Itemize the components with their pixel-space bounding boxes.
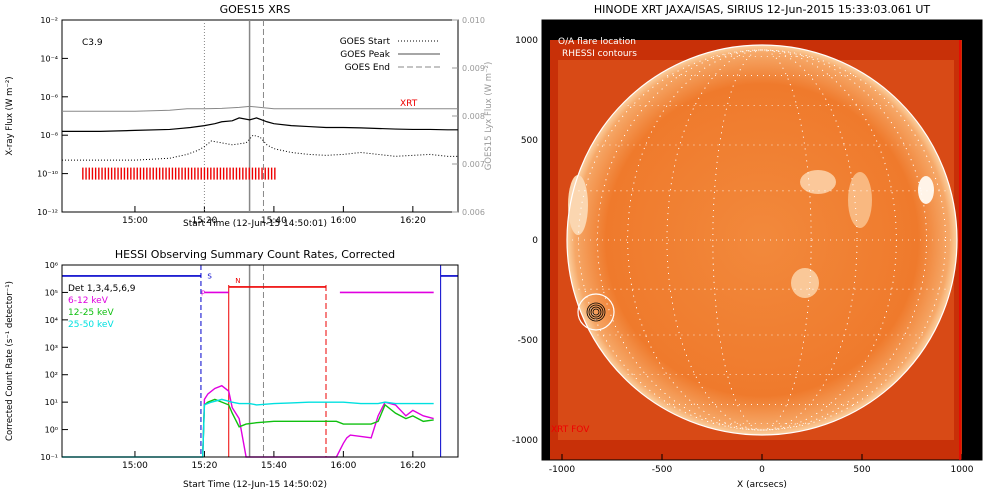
hessi-legend-entry: 6-12 keV xyxy=(68,296,109,306)
goes-xrt-label: XRT xyxy=(400,99,418,109)
goes-xlabel: Start Time (12-Jun-15 14:50:01) xyxy=(183,219,327,229)
goes-y-tick-label: 10⁻⁴ xyxy=(40,54,58,63)
rhessi-contour xyxy=(592,308,600,316)
legend-rhessi-contours: RHESSI contours xyxy=(562,49,637,59)
goes-y2-tick-label: 0.009 xyxy=(462,64,485,73)
goes-y2-tick-label: 0.007 xyxy=(462,160,485,169)
goes-ylabel: X-ray Flux (W m⁻²) xyxy=(5,76,15,155)
active-region-4 xyxy=(791,268,819,298)
xrt-x-tick-label: -1000 xyxy=(549,465,575,475)
hessi-x-tick-label: 16:20 xyxy=(400,461,426,471)
active-region-3 xyxy=(918,176,934,204)
goes-legend: GOES Start GOES Peak GOES End xyxy=(340,37,440,73)
flare-location-circle xyxy=(577,293,615,331)
xrt-fov-label: XRT FOV xyxy=(551,425,590,435)
hessi-y-tick-label: 10² xyxy=(45,371,58,380)
xrt-x-tick-label: -500 xyxy=(652,465,673,475)
goes-y2-tick-label: 0.008 xyxy=(462,112,485,121)
hessi-y-tick-label: 10¹ xyxy=(45,398,58,407)
hessi-legend-entry: 25-50 keV xyxy=(68,320,114,330)
legend-goes-peak: GOES Peak xyxy=(340,50,390,60)
hessi-legend-entry: 12-25 keV xyxy=(68,308,114,318)
goes-content: 15:00 15:20 15:40 16:00 16:20 10⁻² 10⁻⁴ 10⁻⁶ 10⁻… xyxy=(37,16,485,226)
goes-y2-tick-label: 0.010 xyxy=(462,16,485,25)
flare-location-marker xyxy=(577,293,615,331)
heliographic-grid xyxy=(572,49,952,431)
xrt-xlabel: X (arcsecs) xyxy=(737,480,787,490)
rhessi-contour xyxy=(586,302,606,322)
hessi-y-tick-label: 10⁵ xyxy=(45,288,58,297)
hessi-panel: HESSI Observing Summary Count Rates, Cor… xyxy=(5,248,459,490)
grid-longitude xyxy=(627,49,897,431)
xrt-x-tick-label: 1000 xyxy=(951,465,974,475)
solar-disk xyxy=(567,45,957,435)
hessi-y-tick-label: 10⁻¹ xyxy=(40,453,58,462)
goes-x-tick-label: 16:20 xyxy=(400,216,426,226)
xrt-y-tick-label: -1000 xyxy=(512,436,538,446)
xrt-title: HINODE XRT JAXA/ISAS, SIRIUS 12-Jun-2015… xyxy=(594,3,931,16)
goes-plot-frame xyxy=(61,19,459,213)
hessi-x-tick-label: 16:00 xyxy=(330,461,356,471)
xrt-y-tick-label: 1000 xyxy=(515,36,538,46)
hessi-x-tick-label: 15:40 xyxy=(261,461,287,471)
hessi-y-tick-label: 10⁰ xyxy=(45,426,58,435)
limb-circle xyxy=(566,44,958,436)
goes-y-tick-label: 10⁻¹² xyxy=(37,208,58,217)
goes-y2label: GOES15 Lyx Flux (W m⁻²) xyxy=(484,62,494,171)
active-region-1 xyxy=(800,170,836,194)
xrt-image xyxy=(542,20,982,460)
goes-title: GOES15 XRS xyxy=(220,3,291,16)
goes-x-tick-label: 15:00 xyxy=(122,216,148,226)
hessi-x-tick-label: 15:20 xyxy=(191,461,217,471)
goes-series-short xyxy=(62,134,458,161)
grid-longitude xyxy=(666,49,858,431)
rhessi-contour xyxy=(590,306,602,318)
xrt-x-tick-label: 500 xyxy=(853,465,870,475)
xrt-y-tick-label: 0 xyxy=(532,236,538,246)
grid-longitude xyxy=(712,49,812,431)
hessi-content: 15:00 15:20 15:40 16:00 16:20 10⁶ 10⁵ 10⁴ 10³ 10²… xyxy=(40,261,458,471)
goes-y-tick-label: 10⁻⁸ xyxy=(40,131,58,140)
legend-goes-end: GOES End xyxy=(345,63,390,73)
hessi-flag-n-label: N xyxy=(235,277,240,285)
goes-y-tick-label: 10⁻¹⁰ xyxy=(37,170,58,179)
hessi-y-tick-label: 10⁶ xyxy=(45,261,58,270)
hessi-x-tick-label: 15:00 xyxy=(122,461,148,471)
goes-y-tick-label: 10⁻⁶ xyxy=(40,93,58,102)
rhessi-contour xyxy=(588,304,604,320)
goes-y2-tick-label: 0.006 xyxy=(462,208,485,217)
active-region-2 xyxy=(848,172,872,228)
hessi-xlabel: Start Time (12-Jun-15 14:50:02) xyxy=(183,480,327,490)
goes-panel: GOES15 XRS 15:00 15:20 15:40 16:00 16:20 10⁻²… xyxy=(5,3,494,229)
hessi-flag-p-label: P xyxy=(201,289,205,297)
hessi-plot-frame xyxy=(61,264,459,458)
hessi-legend: Det 1,3,4,5,6,9 6-12 keV 12-25 keV 25-50 ke… xyxy=(68,284,136,330)
xrt-panel: HINODE XRT JAXA/ISAS, SIRIUS 12-Jun-2015… xyxy=(512,3,983,490)
limb-brightening xyxy=(568,175,588,235)
hessi-series-12-25keV xyxy=(201,398,434,458)
goes-x-tick-label: 15:40 xyxy=(261,216,287,226)
hessi-ylabel: Corrected Count Rate (s⁻¹ detector⁻¹) xyxy=(5,281,15,441)
goes-flare-class: C3.9 xyxy=(82,38,103,48)
hessi-flag-s-label: S xyxy=(207,273,212,281)
hessi-y-tick-label: 10⁴ xyxy=(45,316,58,325)
hessi-y-tick-label: 10³ xyxy=(45,343,58,352)
xrt-y-tick-label: -500 xyxy=(518,336,539,346)
legend-goes-start: GOES Start xyxy=(340,37,391,47)
hessi-series-25-50keV xyxy=(62,398,434,458)
xrt-x-tick-label: 0 xyxy=(759,465,765,475)
goes-series-long xyxy=(62,117,458,132)
hessi-legend-entry: Det 1,3,4,5,6,9 xyxy=(68,284,136,294)
goes-x-tick-label: 16:00 xyxy=(330,216,356,226)
goes-series-lyx xyxy=(62,105,458,112)
goes-x-tick-label: 15:20 xyxy=(191,216,217,226)
xrt-axes: -1000 -500 0 500 1000 1000 500 0 -500 -1000 xyxy=(512,36,974,475)
xrt-y-tick-label: 500 xyxy=(521,136,538,146)
goes-y-tick-label: 10⁻² xyxy=(40,16,58,25)
legend-flare-location: O/A flare location xyxy=(558,37,636,47)
hessi-title: HESSI Observing Summary Count Rates, Cor… xyxy=(115,248,395,261)
